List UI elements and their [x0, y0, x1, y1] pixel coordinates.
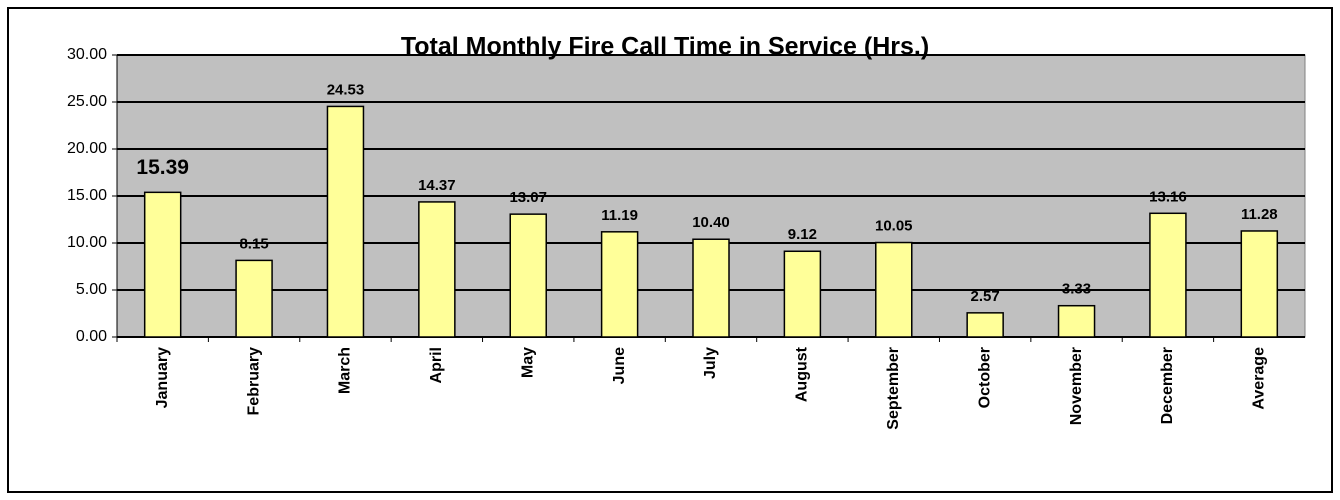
x-tick-label: September	[885, 347, 902, 430]
y-tick-label: 15.00	[67, 187, 107, 204]
value-label: 2.57	[971, 288, 1000, 305]
x-tick-label: Average	[1251, 347, 1268, 410]
value-label: 3.33	[1062, 281, 1091, 298]
y-tick-label: 30.00	[67, 46, 107, 63]
y-tick-label: 0.00	[76, 328, 107, 345]
x-tick-label: March	[337, 347, 354, 394]
bar	[509, 213, 547, 338]
bar	[875, 241, 913, 338]
value-label: 14.37	[418, 177, 456, 194]
bar	[600, 231, 639, 338]
x-tick-label: February	[245, 347, 262, 416]
x-tick-label: August	[794, 346, 811, 402]
value-label: 24.53	[327, 81, 365, 98]
value-label: 9.12	[788, 226, 817, 243]
y-tick-label: 25.00	[67, 93, 107, 110]
bar	[783, 250, 822, 338]
value-label: 11.19	[601, 207, 638, 224]
x-tick-label: April	[428, 347, 445, 383]
value-label: 10.05	[875, 217, 913, 234]
chart-title: Total Monthly Fire Call Time in Service …	[401, 33, 929, 61]
value-label: 13.16	[1149, 188, 1187, 205]
bar	[692, 238, 730, 338]
bar	[966, 312, 1004, 338]
x-tick-label: June	[611, 347, 628, 384]
bar	[1240, 230, 1279, 338]
y-tick-label: 20.00	[67, 140, 107, 157]
y-tick-label: 5.00	[76, 281, 107, 298]
bar	[326, 105, 365, 338]
bar	[235, 259, 273, 338]
x-tick-label: July	[702, 347, 719, 379]
value-label: 11.28	[1241, 206, 1278, 223]
x-tick-label: October	[976, 347, 993, 408]
x-tick-label: May	[519, 347, 536, 378]
bar	[1057, 304, 1096, 338]
x-tick-label: November	[1068, 347, 1085, 425]
value-label: 13.07	[509, 189, 547, 206]
y-tick-label: 10.00	[67, 234, 107, 251]
value-label: 8.15	[239, 235, 268, 252]
value-label: 15.39	[136, 156, 189, 179]
bar	[143, 191, 182, 338]
bar	[418, 201, 456, 338]
x-tick-label: January	[154, 347, 171, 408]
bar	[1149, 212, 1187, 338]
x-tick-label: December	[1159, 347, 1176, 424]
value-label: 10.40	[692, 214, 730, 231]
